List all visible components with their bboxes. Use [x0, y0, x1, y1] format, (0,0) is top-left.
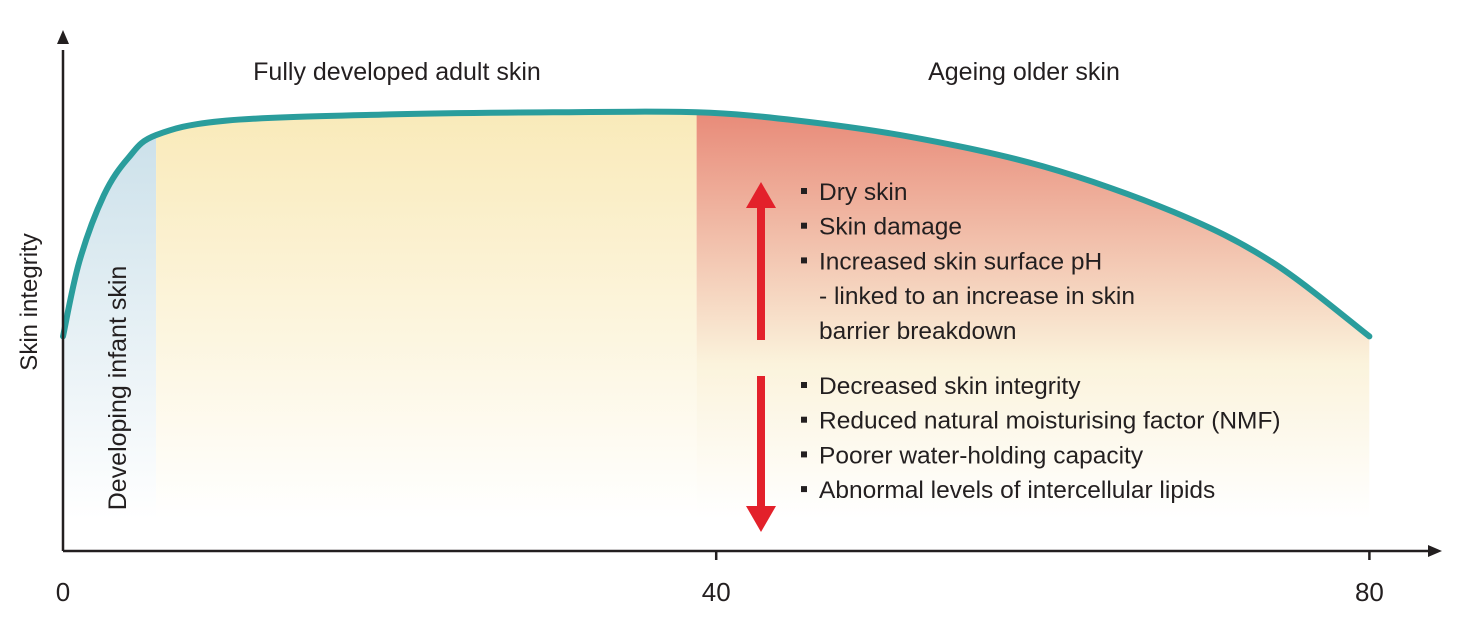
x-tick-label: 80: [1355, 577, 1384, 607]
annotation-item: Dry skin: [819, 179, 907, 206]
adult-region-fill: [156, 111, 697, 519]
x-axis-arrowhead: [1428, 545, 1442, 557]
region-label-adult: Fully developed adult skin: [253, 58, 541, 86]
annotation-item: barrier breakdown: [819, 318, 1016, 345]
bullet-marker: [801, 382, 807, 388]
decrease-arrow-head: [746, 506, 776, 532]
x-tick-label: 40: [702, 577, 731, 607]
y-axis-title: Skin integrity: [16, 233, 43, 370]
skin-integrity-curve: [60, 108, 1373, 340]
axes: [57, 30, 1442, 557]
increase-arrow: [746, 182, 776, 340]
bullet-marker: [801, 486, 807, 493]
bullet-marker: [801, 188, 807, 194]
x-tick-label: 0: [56, 577, 70, 607]
region-label-ageing: Ageing older skin: [928, 58, 1120, 86]
annotation-item: Abnormal levels of intercellular lipids: [819, 477, 1215, 504]
bullet-marker: [801, 451, 807, 458]
annotation-item: - linked to an increase in skin: [819, 283, 1135, 310]
decrease-arrow: [746, 376, 776, 532]
increase-arrow-shaft: [757, 204, 765, 340]
annotation-item: Skin damage: [819, 214, 962, 241]
decrease-arrow-shaft: [757, 376, 765, 510]
annotation-item: Poorer water-holding capacity: [819, 442, 1144, 469]
ageing-region-fill: [696, 112, 1370, 519]
bullet-marker: [801, 416, 807, 423]
bullet-marker: [801, 257, 807, 264]
annotation-item: Increased skin surface pH: [819, 248, 1102, 275]
increase-arrow-head: [746, 182, 776, 208]
annotation-item: Reduced natural moisturising factor (NMF…: [819, 408, 1281, 435]
y-axis-arrowhead: [57, 30, 69, 44]
annotation-item: Decreased skin integrity: [819, 373, 1081, 400]
region-label-infant: Developing infant skin: [104, 266, 132, 511]
bullet-marker: [801, 222, 807, 229]
infant-region-fill: [63, 135, 157, 519]
